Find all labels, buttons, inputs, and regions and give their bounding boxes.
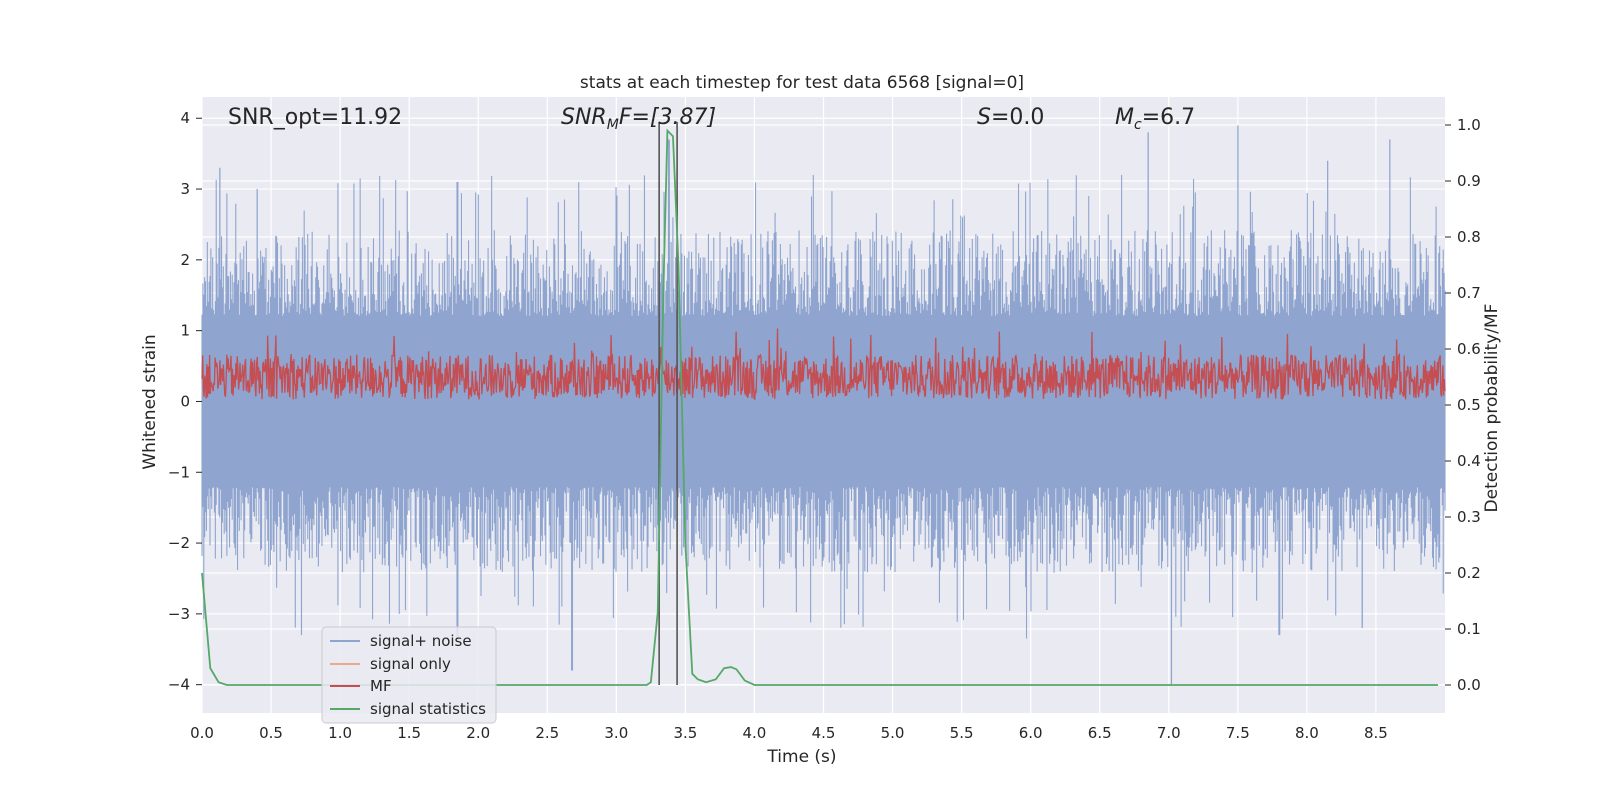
x-tick-label: 0.5 xyxy=(259,724,283,742)
legend-label-signal-statistics: signal statistics xyxy=(370,700,486,718)
y-left-tick-label: −4 xyxy=(168,676,190,694)
legend: signal+ noise signal only MF signal stat… xyxy=(321,626,497,724)
x-tick-label: 4.0 xyxy=(743,724,767,742)
x-axis-label: Time (s) xyxy=(766,747,836,767)
legend-box xyxy=(321,626,497,724)
x-tick-label: 1.0 xyxy=(328,724,352,742)
y-axis-right-label: Detection probability/MF xyxy=(1482,304,1502,513)
x-tick-label: 7.5 xyxy=(1226,724,1250,742)
y-left-tick-label: 3 xyxy=(180,180,190,198)
x-tick-label: 3.5 xyxy=(673,724,697,742)
y-right-tick-label: 0.8 xyxy=(1457,228,1481,246)
x-tick-label: 5.0 xyxy=(881,724,905,742)
y-left-tick-label: 2 xyxy=(180,251,190,269)
x-tick-label: 8.5 xyxy=(1364,724,1388,742)
annotation-snr-opt: SNR_opt=11.92 xyxy=(228,105,402,130)
y-right-tick-label: 0.1 xyxy=(1457,620,1481,638)
y-right-tick-label: 0.6 xyxy=(1457,340,1481,358)
x-tick-label: 2.5 xyxy=(535,724,559,742)
y-right-tick-label: 0.0 xyxy=(1457,676,1481,694)
annotation-s: S=0.0 xyxy=(977,105,1044,130)
x-tick-label: 7.0 xyxy=(1157,724,1181,742)
x-tick-label: 1.5 xyxy=(397,724,421,742)
y-right-tick-label: 0.3 xyxy=(1457,508,1481,526)
series-mf xyxy=(201,328,1446,401)
y-right-tick-label: 0.7 xyxy=(1457,284,1481,302)
x-tick-label: 5.5 xyxy=(950,724,974,742)
x-tick-label: 8.0 xyxy=(1295,724,1319,742)
y-left-tick-label: 0 xyxy=(180,392,190,410)
y-right-tick-label: 0.9 xyxy=(1457,172,1481,190)
y-right-tick-label: 0.2 xyxy=(1457,564,1481,582)
x-tick-label: 2.0 xyxy=(466,724,490,742)
chart-title: stats at each timestep for test data 656… xyxy=(580,73,1024,93)
y-left-tick-label: −2 xyxy=(168,534,190,552)
y-axis-left-label: Whitened strain xyxy=(140,334,160,469)
y-right-tick-label: 0.5 xyxy=(1457,396,1481,414)
x-tick-label: 6.5 xyxy=(1088,724,1112,742)
annotation-mc: Mc=6.7 xyxy=(1115,105,1195,133)
x-tick-label: 4.5 xyxy=(812,724,836,742)
x-tick-label: 6.0 xyxy=(1019,724,1043,742)
y-left-tick-label: 4 xyxy=(180,109,190,127)
x-tick-label: 3.0 xyxy=(604,724,628,742)
y-right-tick-label: 0.4 xyxy=(1457,452,1481,470)
series-signal-noise-core xyxy=(202,334,1445,476)
y-left-tick-label: −3 xyxy=(168,605,190,623)
y-left-tick-label: 1 xyxy=(180,322,190,340)
legend-label-signal-only: signal only xyxy=(370,655,451,673)
y-left-tick-label: −1 xyxy=(168,463,190,481)
y-right-tick-label: 1.0 xyxy=(1457,116,1481,134)
legend-label-mf: MF xyxy=(370,677,392,695)
annotation-snr-mf: SNRMF=[3.87] xyxy=(561,105,716,133)
legend-label-signal-noise: signal+ noise xyxy=(370,632,472,650)
x-tick-label: 0.0 xyxy=(190,724,214,742)
